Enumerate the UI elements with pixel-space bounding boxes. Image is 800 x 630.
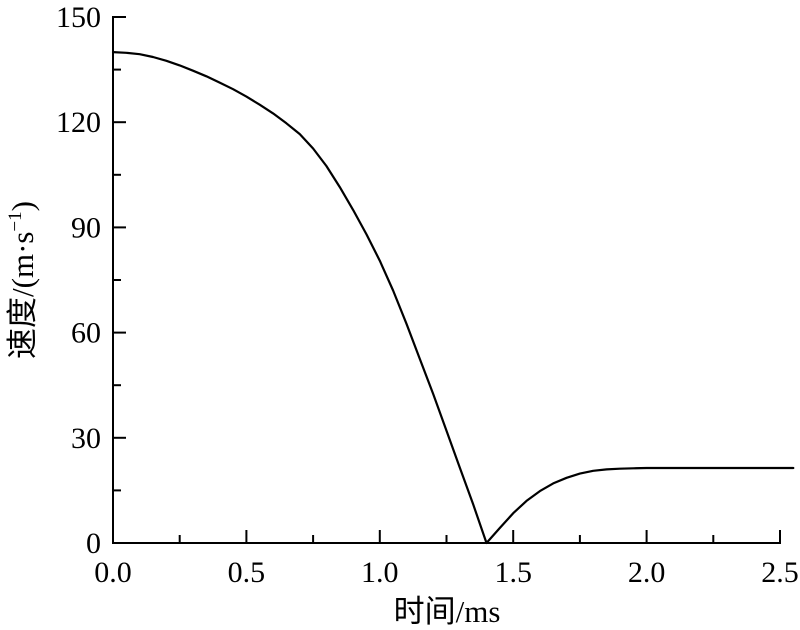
axis-lines: [112, 16, 781, 544]
x-tick-label: 0.0: [94, 556, 132, 589]
y-tick-label: 30: [71, 422, 101, 455]
y-tick-label: 150: [56, 1, 101, 34]
x-tick-labels: 0.0 0.5 1.0 1.5 2.0 2.5: [94, 556, 799, 589]
x-tick-label: 0.5: [228, 556, 266, 589]
x-tick-label: 1.5: [494, 556, 532, 589]
axes: [112, 16, 781, 544]
y-tick-label: 60: [71, 317, 101, 350]
y-tick-labels: 0 30 60 90 120 150: [56, 1, 101, 560]
x-axis-title: 时间/ms: [394, 594, 501, 629]
x-tick-label: 2.0: [628, 556, 666, 589]
tick-marks: [113, 16, 781, 543]
y-tick-label: 120: [56, 106, 101, 139]
y-tick-label: 90: [71, 211, 101, 244]
velocity-curve: [111, 51, 795, 545]
velocity-line: [111, 51, 795, 545]
y-tick-label: 0: [86, 527, 101, 560]
y-axis-title: 速度/(m·s−1): [5, 201, 40, 359]
x-tick-label: 2.5: [761, 556, 799, 589]
x-tick-label: 1.0: [361, 556, 399, 589]
